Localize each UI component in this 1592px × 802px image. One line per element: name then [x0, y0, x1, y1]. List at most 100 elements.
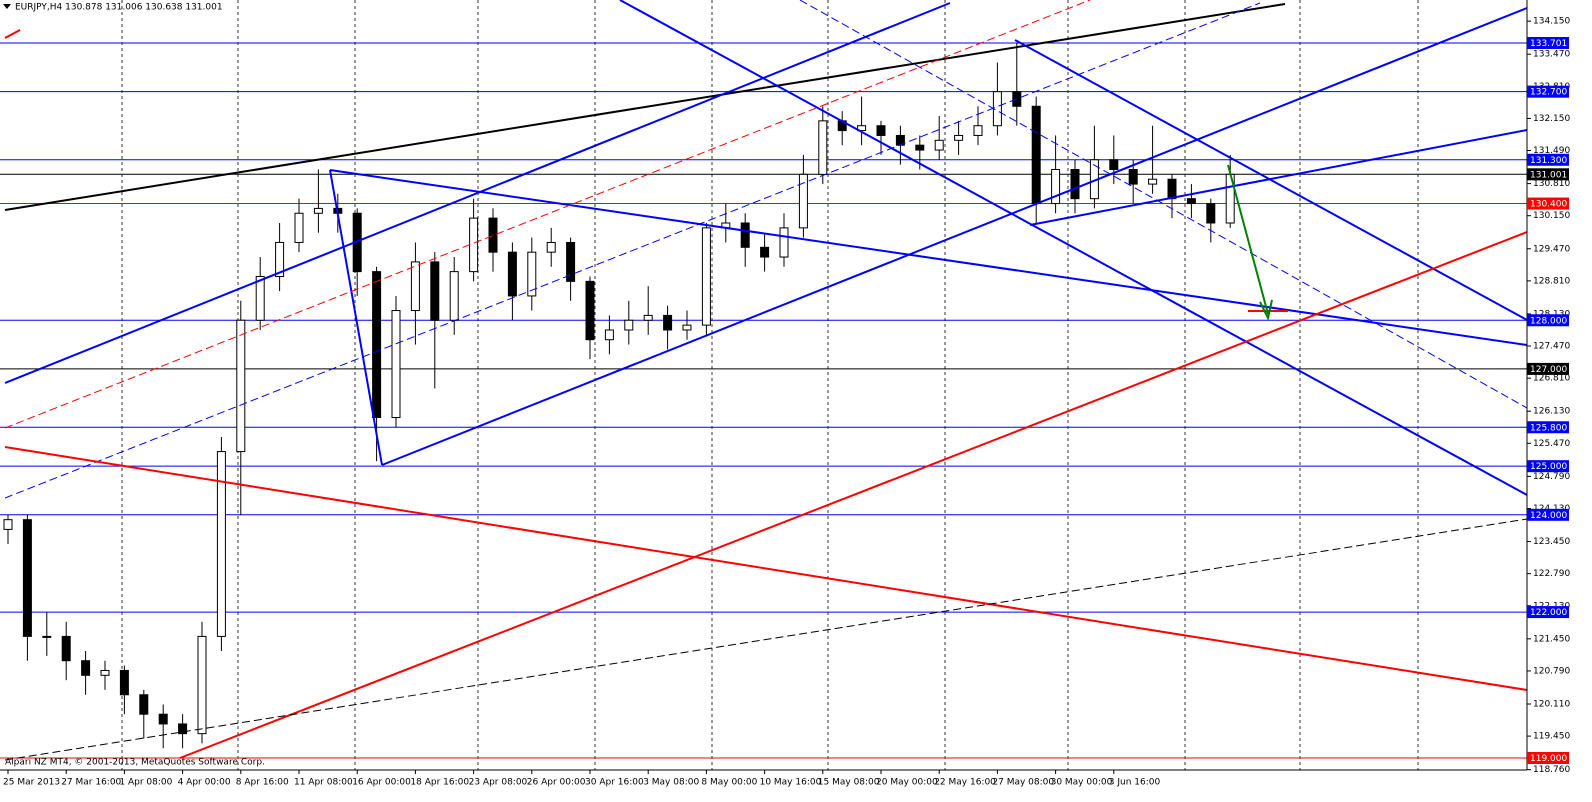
candle-body [760, 246, 770, 258]
candle-body [934, 139, 944, 151]
candle-body [643, 314, 653, 321]
level-label-box [1527, 153, 1569, 166]
level-label-box [1527, 168, 1569, 181]
candle-body [61, 635, 71, 662]
candle-body [682, 324, 692, 331]
candle-body [391, 310, 401, 419]
candle-body [42, 635, 52, 638]
candle-body [624, 319, 634, 331]
y-tick-label: 120.790 [1533, 666, 1570, 676]
y-tick-label: 123.450 [1533, 537, 1570, 547]
level-label-box [1527, 85, 1569, 98]
candle-body [294, 212, 304, 243]
y-tick-label: 126.810 [1533, 374, 1570, 384]
candle-body [915, 144, 925, 151]
level-label-box [1527, 362, 1569, 375]
menu-icon[interactable] [3, 4, 11, 9]
level-label: 132.700 [1530, 88, 1567, 98]
x-tick-label: 30 Apr 16:00 [585, 778, 644, 788]
candle-body [469, 217, 479, 273]
levels [0, 42, 1527, 759]
candle-body [527, 251, 537, 297]
level-label-box [1527, 508, 1569, 521]
level-label: 122.000 [1530, 608, 1567, 618]
candle-body [1031, 105, 1041, 205]
x-tick-label: 16 Apr 00:00 [352, 778, 411, 788]
candle-body [216, 451, 226, 637]
candle-body [1128, 168, 1138, 185]
candle-body [197, 635, 207, 735]
candle-body [81, 660, 91, 676]
x-tick-label: 25 Mar 2013 [3, 778, 60, 788]
y-tick-label: 125.470 [1533, 439, 1570, 449]
candle-body [701, 227, 711, 326]
candle-body [604, 329, 614, 341]
x-tick-label: 26 Apr 00:00 [527, 778, 586, 788]
x-tick-label: 27 Mar 16:00 [61, 778, 121, 788]
x-tick-label: 3 May 08:00 [643, 778, 699, 788]
level-label-box [1527, 421, 1569, 434]
level-label-box [1527, 314, 1569, 327]
y-tick-label: 128.810 [1533, 276, 1570, 286]
candle-body [1109, 159, 1119, 170]
candle-body [372, 271, 382, 419]
candle-body [566, 241, 576, 282]
level-label-box [1527, 197, 1569, 210]
candle-body [275, 241, 285, 277]
candle-body [178, 723, 188, 735]
candle-body [139, 694, 149, 715]
candle-body [3, 519, 13, 530]
candle-body [1148, 178, 1158, 185]
level-label: 125.800 [1530, 423, 1567, 433]
candle-body [798, 173, 808, 229]
level-label: 128.000 [1530, 316, 1567, 326]
level-label-box [1527, 36, 1569, 49]
y-tick-label: 119.450 [1533, 732, 1570, 742]
y-tick-label: 132.150 [1533, 114, 1570, 124]
candle-body [663, 314, 673, 331]
candle-body [973, 125, 983, 136]
candle-body [100, 669, 110, 676]
y-tick-label: 118.760 [1533, 765, 1570, 775]
candle-body [255, 275, 265, 321]
x-tick-label: 1 Apr 08:00 [119, 778, 172, 788]
x-tick-label: 15 May 08:00 [818, 778, 880, 788]
chart-title: EURJPY,H4 130.878 131.006 130.638 131.00… [15, 3, 223, 13]
candle-body [740, 222, 750, 248]
level-label: 133.701 [1530, 39, 1567, 49]
candle-body [1186, 198, 1196, 205]
y-tick-label: 120.110 [1533, 700, 1570, 710]
candle-body [857, 125, 867, 132]
candle-body [313, 207, 323, 214]
level-label: 131.300 [1530, 156, 1567, 166]
candle-body [158, 713, 168, 725]
candle-body [546, 241, 556, 253]
x-tick-label: 23 Apr 08:00 [469, 778, 528, 788]
candle-body [954, 134, 964, 141]
candle-body [119, 669, 129, 696]
x-tick-label: 22 May 16:00 [934, 778, 996, 788]
candle-body [1167, 178, 1177, 200]
copyright: Alpari NZ MT4, © 2001-2013, MetaQuotes S… [5, 758, 265, 768]
candle-body [1070, 168, 1080, 200]
level-label-box [1527, 460, 1569, 473]
x-tick-label: 27 May 08:00 [992, 778, 1054, 788]
candle-body [585, 280, 595, 341]
candle-body [236, 319, 246, 453]
y-tick-label: 134.150 [1533, 17, 1570, 27]
x-tick-label: 18 Apr 16:00 [410, 778, 469, 788]
candle-body [876, 125, 886, 136]
candle-body [449, 271, 459, 321]
y-tick-label: 131.490 [1533, 146, 1570, 156]
y-tick-label: 122.790 [1533, 569, 1570, 579]
candle-body [818, 120, 828, 175]
y-tick-label: 133.470 [1533, 50, 1570, 60]
candle-body [779, 227, 789, 258]
candle-body [1206, 203, 1216, 224]
y-tick-label: 130.810 [1533, 179, 1570, 189]
x-tick-label: 8 May 00:00 [701, 778, 757, 788]
candle-body [410, 261, 420, 312]
x-tick-label: 8 Apr 16:00 [236, 778, 289, 788]
y-tick-label: 126.130 [1533, 407, 1570, 417]
